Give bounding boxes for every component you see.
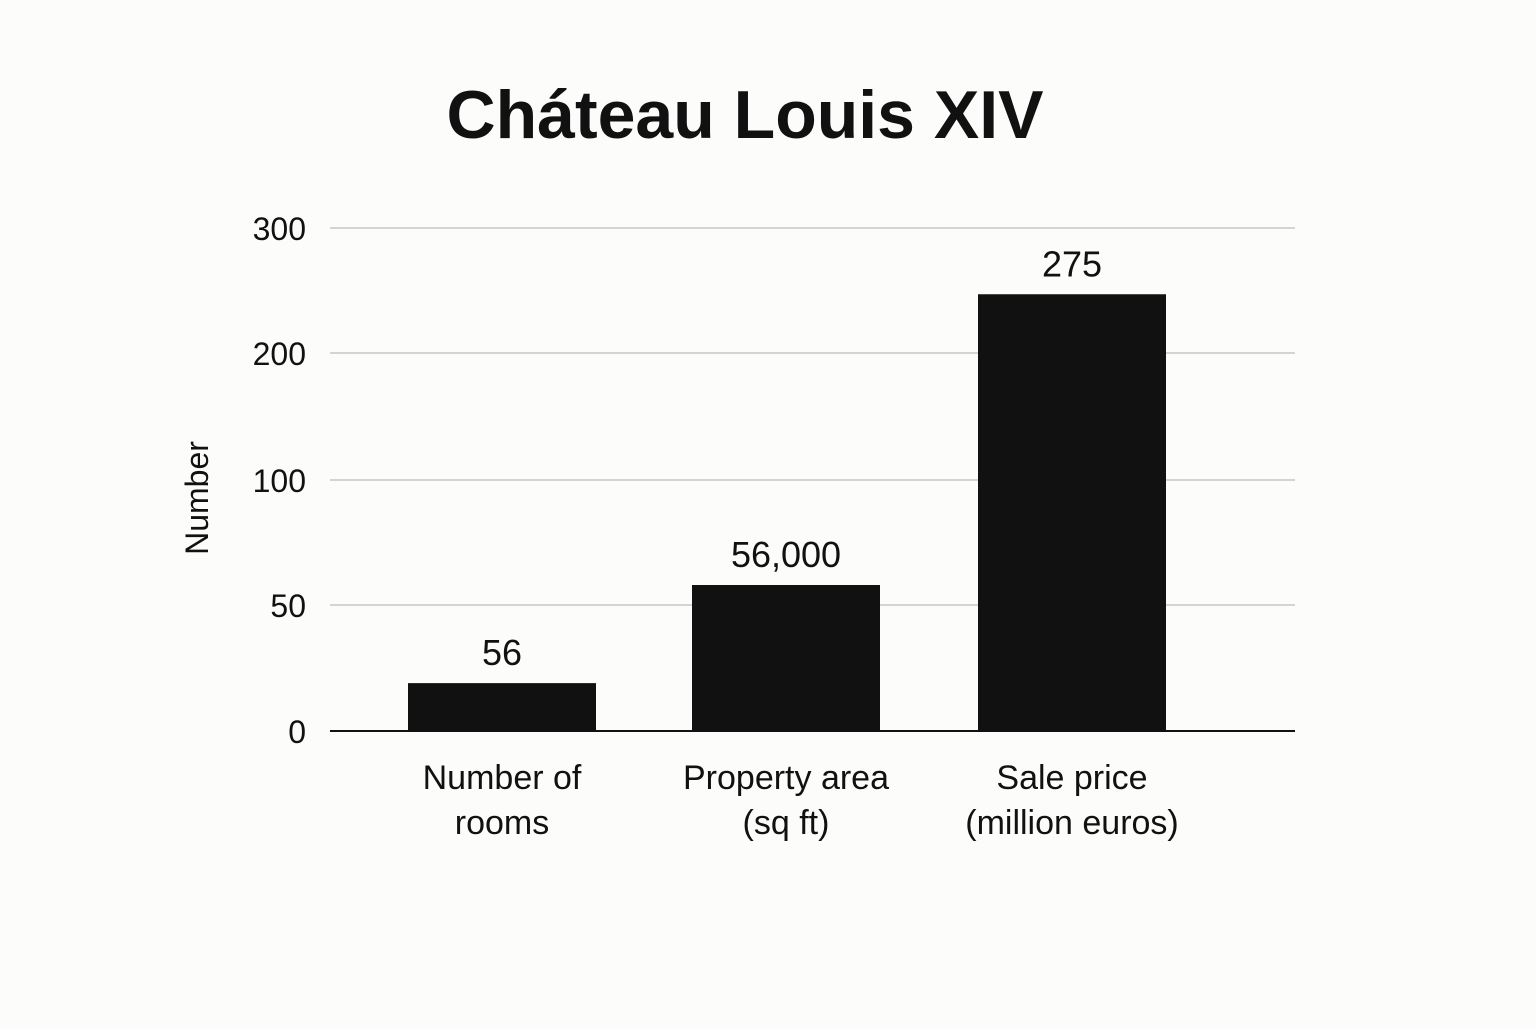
- bar: [408, 683, 596, 731]
- category-label: rooms: [455, 804, 549, 842]
- data-labels: 56 56,000 275: [482, 243, 1102, 673]
- category-label: (sq ft): [743, 804, 830, 842]
- bar: [692, 585, 880, 731]
- y-tick-label: 200: [253, 336, 306, 372]
- y-tick-label: 100: [253, 463, 306, 499]
- data-label: 56,000: [731, 534, 841, 575]
- data-label: 56: [482, 632, 522, 673]
- category-label: (million euros): [965, 804, 1179, 842]
- chart-title: Cháteau Louis XIV: [447, 77, 1044, 153]
- y-tick-label: 50: [270, 588, 306, 624]
- category-label: Number of: [423, 759, 582, 797]
- bars: [408, 294, 1166, 731]
- data-label: 275: [1042, 243, 1102, 284]
- bar: [978, 294, 1166, 731]
- y-axis-ticks: 0 50 100 200 300: [253, 211, 306, 750]
- y-tick-label: 300: [253, 211, 306, 247]
- category-label: Sale price: [996, 759, 1147, 797]
- category-label: Property area: [683, 759, 889, 797]
- category-labels: Number of rooms Property area (sq ft) Sale p…: [423, 759, 1179, 842]
- y-tick-label: 0: [288, 714, 306, 750]
- y-axis-label: Number: [179, 441, 215, 555]
